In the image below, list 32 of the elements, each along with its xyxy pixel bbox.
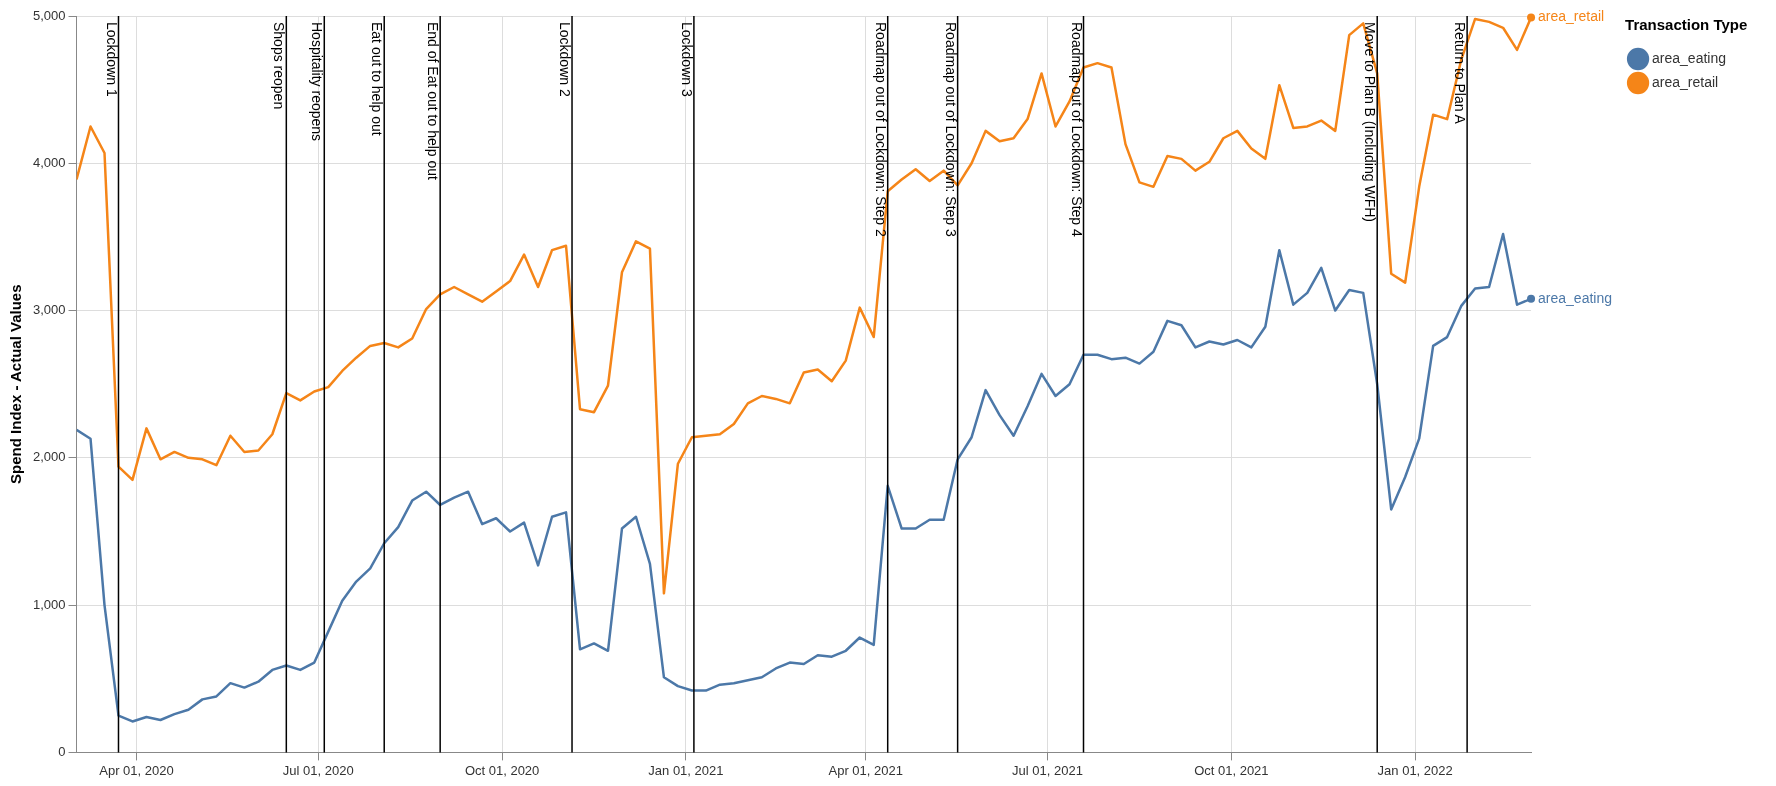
y-axis-title: Spend Index - Actual Values bbox=[7, 284, 25, 484]
x-tick-label: Apr 01, 2020 bbox=[99, 762, 174, 778]
ref-line-label: Return to Plan A bbox=[1452, 22, 1469, 125]
legend-label: area_retail bbox=[1652, 73, 1719, 90]
ref-line-label: Roadmap out of Lockdown: Step 2 bbox=[872, 22, 889, 238]
ref-line-label: Move to Plan B (Including WFH) bbox=[1362, 22, 1379, 222]
y-tick-label: 3,000 bbox=[32, 302, 66, 318]
x-tick-label: Jul 01, 2021 bbox=[1012, 762, 1083, 778]
y-tick-label: 1,000 bbox=[32, 596, 66, 612]
ref-line-label: End of Eat out to help out bbox=[425, 22, 442, 181]
ref-line-label: Shops reopen bbox=[271, 22, 288, 110]
ref-line-label: Lockdown 2 bbox=[557, 22, 574, 97]
y-tick-label: 2,000 bbox=[32, 449, 66, 465]
x-tick-label: Jul 01, 2020 bbox=[282, 762, 354, 778]
y-tick-label: 4,000 bbox=[32, 154, 66, 170]
y-tick-label: 0 bbox=[58, 743, 66, 759]
ref-line-label: Roadmap out of Lockdown: Step 4 bbox=[1068, 22, 1085, 238]
ref-line-label: Eat out to help out bbox=[369, 22, 386, 136]
ref-line-label: Lockdown 1 bbox=[103, 22, 120, 97]
x-tick-label: Jan 01, 2022 bbox=[1377, 762, 1453, 778]
legend-title: Transaction Type bbox=[1625, 15, 1748, 33]
x-tick-label: Oct 01, 2021 bbox=[1194, 762, 1269, 778]
ref-line-label: Roadmap out of Lockdown: Step 3 bbox=[942, 22, 959, 238]
ref-line-label: Hospitality reopens bbox=[309, 22, 326, 142]
y-tick-label: 5,000 bbox=[32, 7, 66, 23]
text: area_retail bbox=[1538, 8, 1605, 25]
x-tick-label: Oct 01, 2020 bbox=[464, 762, 540, 778]
x-tick-label: Jan 01, 2021 bbox=[648, 762, 724, 778]
x-tick-label: Apr 01, 2021 bbox=[828, 762, 903, 778]
text: area_eating bbox=[1538, 289, 1612, 306]
legend-label: area_eating bbox=[1652, 49, 1726, 66]
ref-line-label: Lockdown 3 bbox=[679, 22, 696, 97]
